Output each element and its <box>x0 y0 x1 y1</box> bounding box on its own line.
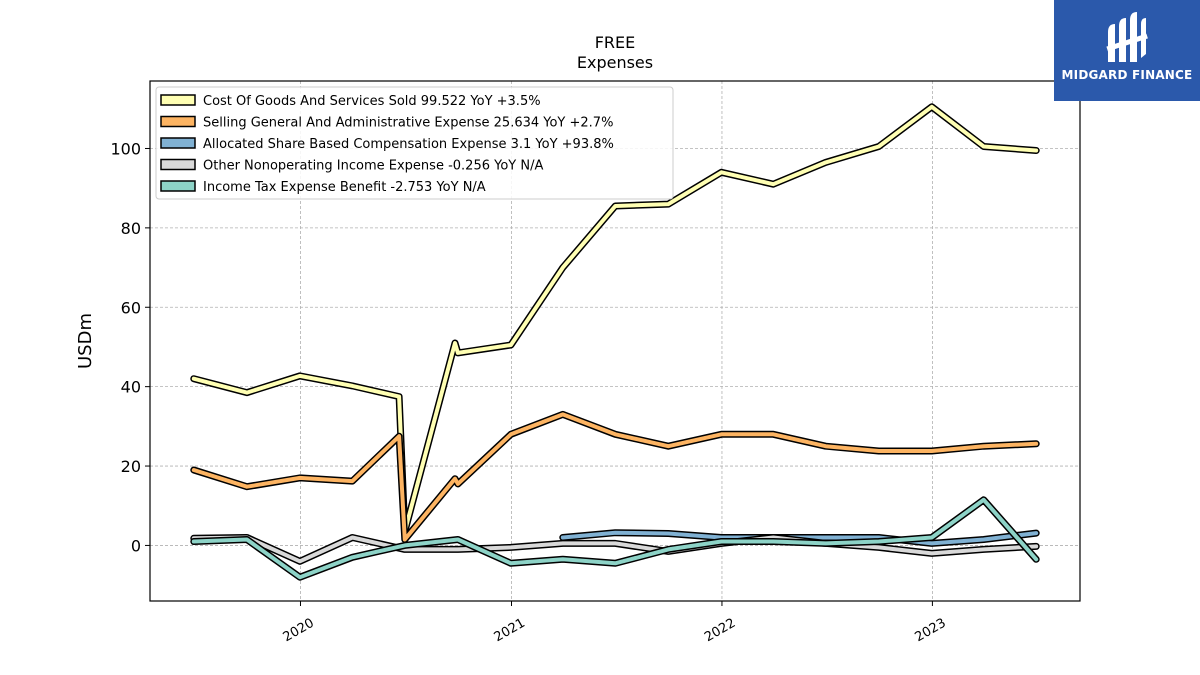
legend-swatch <box>160 158 196 171</box>
series-line <box>191 497 1039 580</box>
series-1 <box>190 410 1040 543</box>
x-tick-label: 2021 <box>492 616 528 646</box>
y-tick-label: 20 <box>121 457 141 476</box>
x-tick-label: 2020 <box>281 616 317 646</box>
chart-subtitle: Expenses <box>577 53 653 72</box>
x-tick-label: 2022 <box>702 616 738 646</box>
legend-label: Cost Of Goods And Services Sold 99.522 Y… <box>203 94 541 109</box>
midgard-logo-icon <box>1106 12 1148 62</box>
y-axis-label: USDm <box>75 313 96 369</box>
series-3 <box>190 534 1040 565</box>
legend-swatch <box>160 94 196 106</box>
series-line <box>191 535 1039 564</box>
series-line <box>191 104 1039 534</box>
legend-item: Selling General And Administrative Expen… <box>160 115 613 131</box>
legend-swatch <box>160 180 196 192</box>
brand-logo: MIDGARD FINANCE <box>1054 0 1200 101</box>
chart-title: FREE <box>595 33 636 52</box>
legend-label: Other Nonoperating Income Expense -0.256… <box>203 159 543 174</box>
y-tick-label: 100 <box>110 139 141 158</box>
y-tick-label: 40 <box>121 378 141 397</box>
legend-item: Cost Of Goods And Services Sold 99.522 Y… <box>160 94 541 109</box>
legend-swatch <box>160 115 196 128</box>
y-tick-label: 0 <box>131 536 141 555</box>
y-tick-label: 60 <box>121 298 141 317</box>
plot-area-frame <box>149 80 1081 602</box>
x-tick-label: 2023 <box>913 616 949 646</box>
series-lines <box>190 103 1040 581</box>
legend-label: Income Tax Expense Benefit -2.753 YoY N/… <box>203 180 486 195</box>
legend-label: Selling General And Administrative Expen… <box>203 116 613 131</box>
series-line <box>191 412 1039 542</box>
legend-label: Allocated Share Based Compensation Expen… <box>203 137 614 152</box>
series-4 <box>190 496 1040 581</box>
series-0 <box>190 103 1040 535</box>
legend-item: Allocated Share Based Compensation Expen… <box>160 137 614 152</box>
legend-item: Other Nonoperating Income Expense -0.256… <box>160 158 543 174</box>
legend-swatch <box>160 137 196 149</box>
legend-box <box>155 86 674 200</box>
legend-item: Income Tax Expense Benefit -2.753 YoY N/… <box>160 180 486 195</box>
brand-name: MIDGARD FINANCE <box>1061 68 1193 82</box>
legend: Cost Of Goods And Services Sold 99.522 Y… <box>155 86 674 200</box>
y-tick-label: 80 <box>121 219 141 238</box>
